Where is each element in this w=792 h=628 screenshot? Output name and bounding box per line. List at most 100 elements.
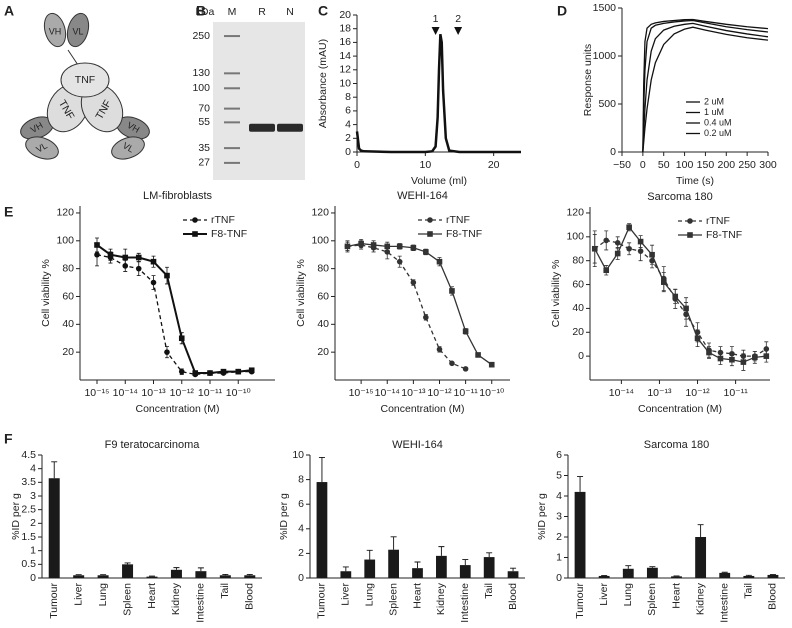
legend-marker [192,217,198,223]
marker-band [224,72,240,75]
data-point [235,368,242,375]
category-label: Spleen [121,583,133,616]
error-bar [342,566,349,572]
category-label: Intestine [719,583,731,623]
annotation-arrow [431,27,440,35]
data-point [410,279,417,286]
x-tick-label: 10⁻¹⁰ [226,387,252,399]
series-line [96,254,252,376]
category-label: Intestine [195,583,207,623]
series-line [96,244,252,375]
antibody-domain [66,12,90,48]
x-tick-label: 50 [658,159,670,171]
tnf-diagram [20,12,150,160]
data-point [449,360,455,367]
category-label: Tumour [316,583,328,619]
marker-size-label: 100 [192,82,210,94]
legend-label: 2 uM [704,96,724,106]
error-bar [745,574,752,576]
x-tick-label: 10 [419,159,431,171]
y-tick-label: 0.5 [21,558,36,570]
category-label: Intestine [459,583,471,623]
error-bar [75,574,82,576]
y-tick-label: 4 [345,118,351,130]
data-point [150,279,157,286]
data-point [384,243,391,250]
y-axis-label: %ID per g [278,493,290,540]
bar [97,575,109,578]
y-tick-label: 100 [56,235,74,247]
y-tick-label: 20 [62,346,74,358]
x-tick-label: 10⁻¹³ [141,387,166,399]
panel-label: A [4,3,14,19]
chart-title: LM-fibroblasts [143,190,213,202]
data-point [660,279,667,285]
x-tick-label: 10⁻¹¹ [198,387,223,399]
legend-marker [427,231,433,237]
category-label: Liver [598,583,610,606]
error-bar [100,574,107,576]
category-label: Blood [767,583,779,610]
bar [483,557,495,578]
y-tick-label: 4 [556,490,562,502]
x-axis-label: Concentration (M) [638,403,722,415]
annotation: 1 [433,13,439,25]
y-tick-label: 6 [345,105,351,117]
category-label: Kidney [435,582,447,615]
x-tick-label: 10⁻¹⁴ [609,387,634,399]
data-point [192,370,199,376]
data-point [207,370,213,376]
data-point [683,305,689,312]
y-tick-label: 40 [317,318,329,330]
category-label: Lung [97,583,109,607]
data-point [423,314,429,321]
error-bar [462,559,469,566]
data-point [706,349,712,356]
y-tick-label: 120 [311,207,329,219]
bar [743,575,755,578]
y-tick-label: 20 [317,346,329,358]
marker-size-label: 250 [192,30,210,42]
y-tick-label: 1 [556,551,562,563]
legend-label: rTNF [211,214,235,226]
bar [507,571,519,578]
data-point [740,359,747,365]
x-tick-label: 250 [738,159,756,171]
legend-label: rTNF [446,214,470,226]
y-tick-label: 3 [30,490,36,502]
protein-band [249,123,275,132]
y-tick-label: 2 [345,132,351,144]
chart-title: WEHI-164 [397,190,448,202]
panel-label: C [318,3,328,19]
data-point [717,355,724,362]
data-point [178,368,185,375]
y-tick-label: 0 [556,572,562,584]
legend-label: F8-TNF [446,228,482,240]
x-axis-label: Concentration (M) [135,403,219,415]
y-axis-label: Cell viability % [40,259,52,327]
data-point [637,238,644,245]
series-line [642,22,769,153]
x-tick-label: 200 [718,159,736,171]
data-point [344,243,351,250]
x-tick-label: 150 [697,159,715,171]
data-point [94,251,100,258]
error-bar [721,571,728,573]
bar [719,572,731,578]
domain-label: VH [49,26,62,36]
y-tick-label: 80 [572,254,584,266]
domain-label: VL [72,26,83,36]
category-label: Kidney [694,582,706,615]
y-tick-label: 2 [30,517,36,529]
y-tick-label: 8 [345,91,351,103]
data-point [603,267,610,274]
bar [388,549,399,578]
legend-marker [687,218,693,224]
data-point [436,346,443,353]
domain-label: VL [34,140,49,154]
y-tick-label: 100 [566,231,584,243]
y-tick-label: 16 [339,36,351,48]
data-point [396,258,403,265]
x-tick-label: 10⁻¹⁵ [349,387,374,399]
series-line [347,244,466,370]
